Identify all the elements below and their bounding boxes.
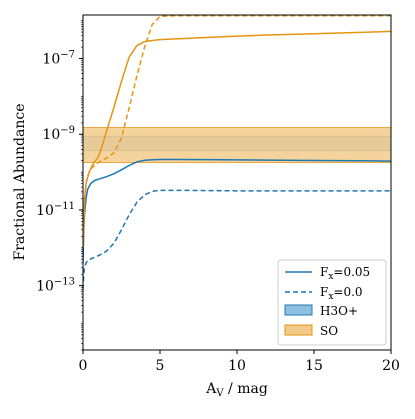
series-lines [83, 15, 391, 290]
legend: Fx=0.05 Fx=0.0 H3O+ SO [277, 259, 387, 346]
observed-band-so [83, 127, 391, 163]
x-tick-label: 10 [228, 358, 246, 374]
legend-label-fx005: Fx=0.05 [320, 265, 370, 282]
x-axis-label: AV / mag [205, 381, 268, 399]
legend-label-h3o: H3O+ [320, 304, 358, 318]
y-axis-ticks: 10−13 10−11 10−9 10−7 [36, 20, 83, 351]
x-tick-label: 20 [382, 358, 400, 374]
y-tick-label: 10−9 [42, 125, 75, 143]
series-line-h3o-solid [83, 158, 391, 263]
x-tick-label: 5 [156, 358, 165, 374]
legend-patch-so [284, 324, 313, 336]
y-tick-label: 10−13 [36, 277, 75, 295]
y-tick-label: 10−11 [36, 201, 75, 219]
y-axis-label: Fractional Abundance [12, 104, 28, 261]
series-line-h3o-dashed [83, 189, 391, 290]
y-tick-label: 10−7 [42, 50, 75, 68]
legend-box [277, 259, 387, 346]
legend-patch-h3o [284, 304, 313, 316]
x-tick-label: 0 [79, 358, 88, 374]
observed-bands [83, 127, 391, 163]
series-line-so-dashed [83, 15, 391, 248]
legend-label-so: SO [320, 324, 338, 338]
x-tick-label: 15 [305, 358, 323, 374]
legend-label-fx00: Fx=0.0 [320, 285, 363, 302]
x-axis-ticks: 0 5 10 15 20 [79, 350, 400, 374]
